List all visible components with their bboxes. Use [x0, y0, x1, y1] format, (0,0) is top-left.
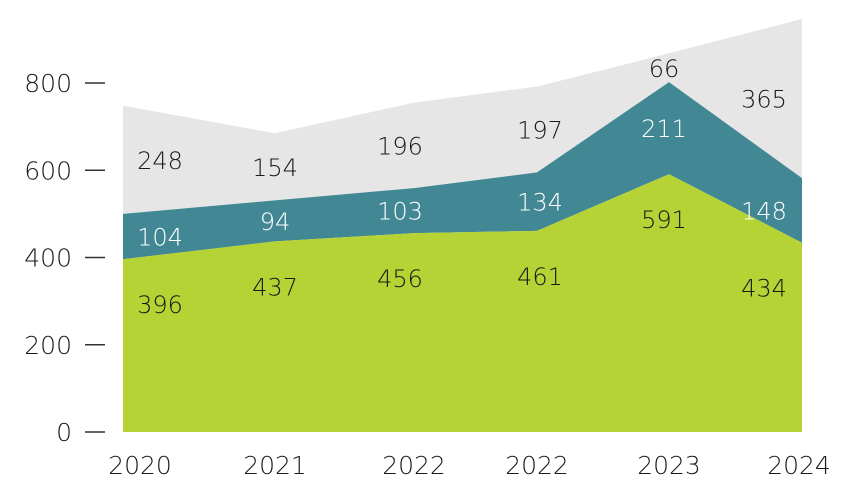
data-label-series-1: 396	[137, 291, 183, 319]
data-label-series-3: 365	[741, 85, 787, 113]
x-tick-label: 2024	[767, 451, 831, 480]
y-axis: 0 200 400 600 800	[24, 69, 105, 447]
y-tick-label: 800	[24, 69, 72, 98]
data-label-series-1: 434	[741, 275, 787, 303]
x-tick-label: 2021	[243, 451, 307, 480]
y-tick-label: 0	[56, 418, 72, 447]
x-tick-label: 2022	[382, 451, 446, 480]
data-label-series-1: 437	[252, 273, 298, 301]
data-labels: 396 437 456 461 591 434 104 94 103 134 211 148 248 15…	[137, 55, 787, 319]
data-label-series-3: 197	[517, 116, 563, 144]
data-label-series-2: 134	[517, 189, 563, 217]
data-label-series-3: 248	[137, 147, 183, 175]
y-tick-label: 600	[24, 156, 72, 185]
data-label-series-1: 461	[517, 263, 563, 291]
data-label-series-3: 66	[649, 55, 680, 83]
data-label-series-1: 456	[377, 265, 423, 293]
y-tick-label: 200	[24, 331, 72, 360]
x-tick-label: 2020	[108, 451, 172, 480]
data-label-series-1: 591	[641, 206, 687, 234]
areas-group	[123, 18, 802, 432]
data-label-series-3: 196	[377, 132, 423, 160]
y-tick-label: 400	[24, 244, 72, 273]
x-tick-label: 2023	[637, 451, 701, 480]
data-label-series-2: 94	[260, 208, 291, 236]
area-series-2	[123, 82, 802, 260]
data-label-series-2: 211	[641, 115, 687, 143]
data-label-series-2: 148	[741, 197, 787, 225]
area-series-1	[123, 174, 802, 432]
area-series-3	[123, 18, 802, 214]
x-tick-label: 2022	[505, 451, 569, 480]
x-axis: 2020 2021 2022 2022 2023 2024	[108, 451, 831, 480]
data-label-series-2: 103	[377, 198, 423, 226]
data-label-series-3: 154	[252, 154, 298, 182]
data-label-series-2: 104	[137, 224, 183, 252]
